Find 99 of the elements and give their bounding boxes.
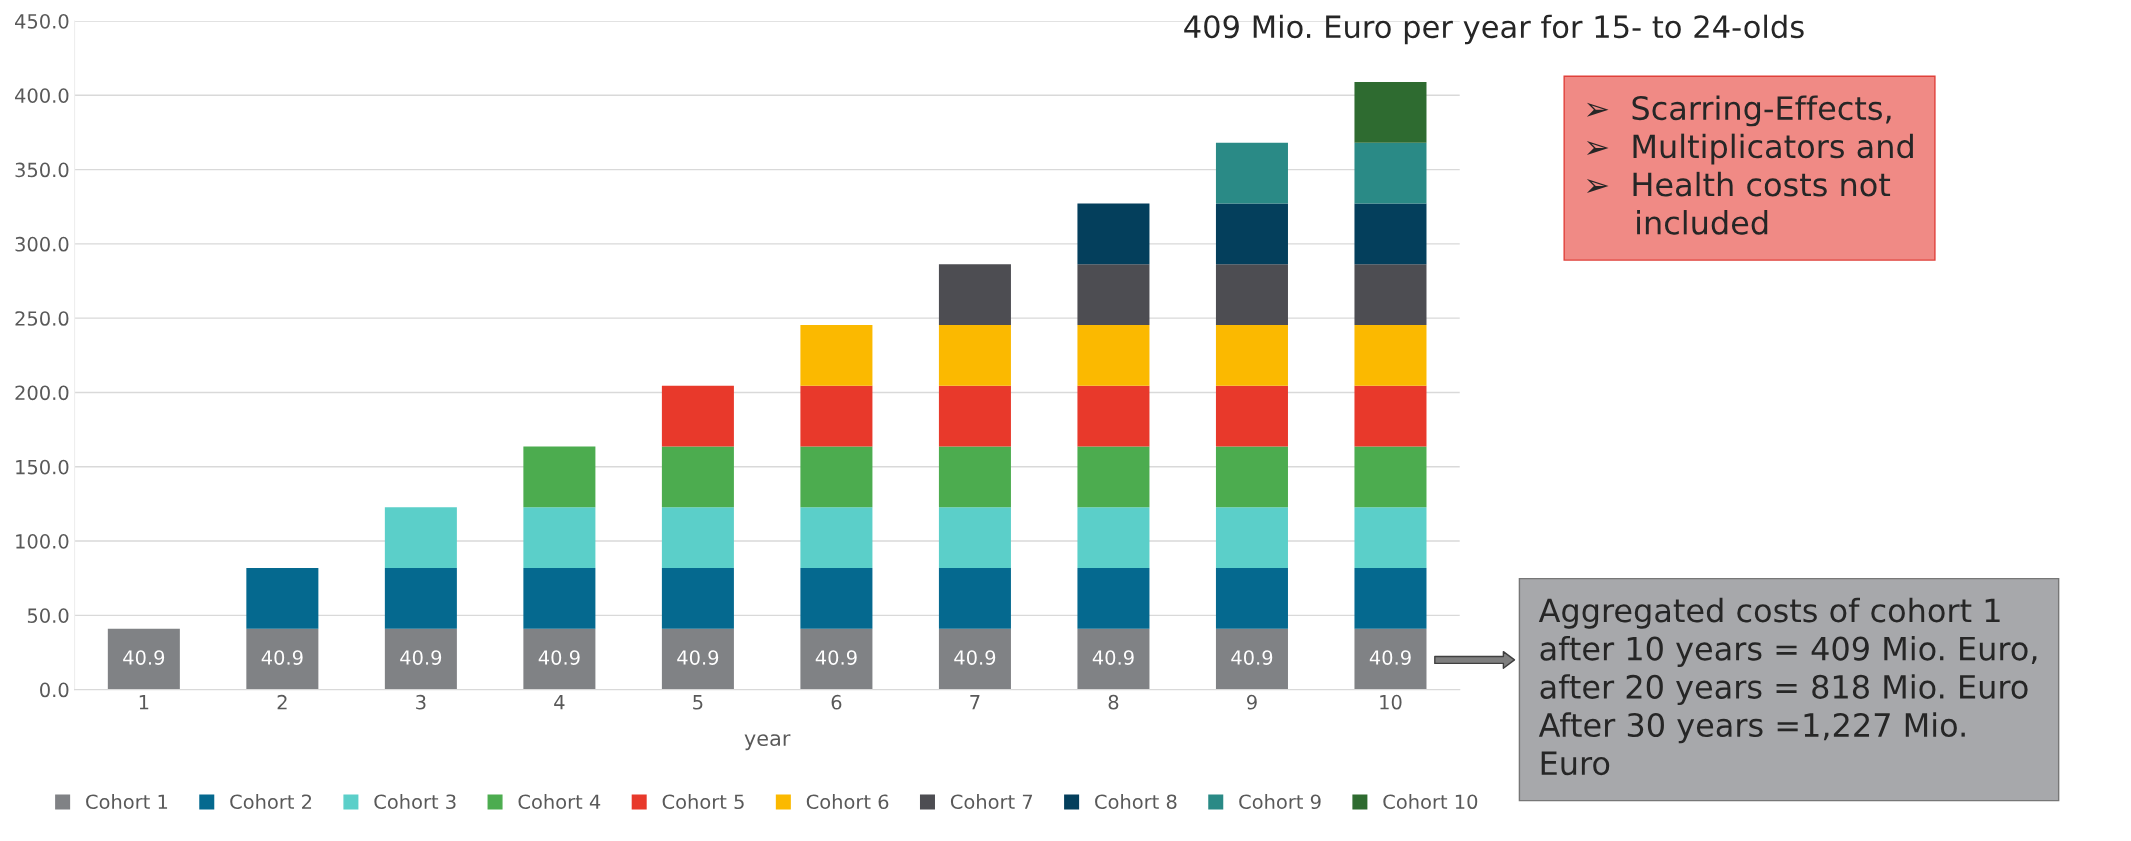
x-tick-label: 7 <box>970 695 980 710</box>
bar <box>523 507 596 569</box>
bar <box>661 385 734 447</box>
data-label: 40.9 <box>1092 650 1134 665</box>
bar <box>1077 507 1150 569</box>
legend-label: Cohort 8 <box>1095 794 1177 810</box>
bar <box>938 385 1011 447</box>
bar <box>1354 81 1427 143</box>
y-tick-label: 0.0 <box>40 682 69 698</box>
bar <box>1354 446 1427 508</box>
bar <box>384 507 457 569</box>
bar <box>938 446 1011 508</box>
bar <box>800 385 873 447</box>
bar <box>1077 385 1150 447</box>
x-tick-label: 3 <box>416 694 426 710</box>
y-tick-label: 100.0 <box>16 534 69 549</box>
text: Aggregated costs of cohort 1 after 10 years = 409 Mio. Euro, after 20 years = 818 Mio. Euro After 30 years =1,227 Mio. Euro <box>1538 597 2037 776</box>
bar <box>1354 264 1427 326</box>
bar <box>246 568 319 629</box>
data-label: 40.9 <box>815 650 857 665</box>
bar <box>800 446 873 508</box>
x-tick-label: 6 <box>831 694 842 710</box>
bar <box>1354 142 1427 204</box>
bar <box>1215 203 1288 265</box>
bar <box>1354 325 1427 386</box>
bar <box>800 628 873 690</box>
bar <box>1077 628 1150 690</box>
bar <box>1215 385 1288 447</box>
bar <box>1077 325 1150 386</box>
y-tick-label: 150.0 <box>16 459 69 475</box>
y-tick-label: 450.0 <box>15 13 69 29</box>
legend-label: Cohort 5 <box>662 794 744 810</box>
data-label: 40.9 <box>538 650 580 665</box>
bar <box>1215 628 1288 690</box>
bar <box>661 446 734 508</box>
bar <box>661 568 734 629</box>
data-label: 40.9 <box>954 650 996 665</box>
x-tick-label: 10 <box>1380 694 1402 710</box>
x-tick-label: 2 <box>277 694 287 710</box>
y-tick-label: 350.0 <box>15 162 69 178</box>
bar <box>1215 325 1288 386</box>
x-tick-label: 9 <box>1247 694 1257 710</box>
bar <box>1354 507 1427 569</box>
bar <box>1215 507 1288 569</box>
bar <box>523 568 596 629</box>
bar <box>938 507 1011 569</box>
data-label: 40.9 <box>400 650 442 665</box>
bar <box>800 325 873 386</box>
x-tick-label: 8 <box>1108 694 1119 710</box>
bar <box>1077 264 1150 326</box>
data-label: 40.9 <box>261 650 303 665</box>
y-tick-label: 300.0 <box>15 236 69 252</box>
y-tick-label: 200.0 <box>15 385 69 401</box>
bar <box>1354 203 1427 265</box>
y-tick-label: 50.0 <box>27 608 69 623</box>
x-tick-label: 1 <box>139 695 149 710</box>
bar <box>1077 203 1150 265</box>
bar <box>938 264 1011 326</box>
x-tick-label: 5 <box>693 695 703 710</box>
legend-label: Cohort 10 <box>1383 794 1478 810</box>
bar <box>1215 446 1288 508</box>
y-tick-label: 250.0 <box>15 311 69 326</box>
bar <box>800 568 873 629</box>
data-label: 40.9 <box>1369 650 1411 665</box>
bar <box>384 568 457 629</box>
bar <box>800 507 873 569</box>
bar <box>107 628 180 690</box>
bar <box>523 628 596 690</box>
legend-label: Cohort 4 <box>518 794 601 810</box>
legend-label: Cohort 3 <box>374 794 456 810</box>
text: ➢ Scarring-Effects, ➢ Multiplicators and ➢ Health costs not included <box>1586 95 1913 235</box>
bar <box>384 628 457 690</box>
bar <box>1215 568 1288 629</box>
bar <box>1077 446 1150 508</box>
x-tick-label: 4 <box>554 695 565 710</box>
data-label: 40.9 <box>677 650 719 665</box>
bar <box>661 507 734 569</box>
bar <box>661 628 734 690</box>
bar <box>1215 264 1288 326</box>
bar <box>1077 568 1150 629</box>
bar <box>938 568 1011 629</box>
legend-label: Cohort 9 <box>1239 794 1321 810</box>
bar <box>523 446 596 508</box>
bar <box>1354 628 1427 690</box>
x-axis-title: year <box>744 734 791 751</box>
data-label: 40.9 <box>123 650 165 665</box>
legend-label: Cohort 2 <box>230 794 312 810</box>
bar <box>246 628 319 690</box>
bar <box>1354 385 1427 447</box>
chart-title: 409 Mio. Euro per year for 15- to 24-olds <box>1184 14 1804 45</box>
y-tick-label: 400.0 <box>15 88 69 103</box>
legend-label: Cohort 1 <box>86 794 168 810</box>
bar <box>1354 568 1427 629</box>
bar <box>938 628 1011 690</box>
legend-label: Cohort 6 <box>806 794 889 810</box>
data-label: 40.9 <box>1231 650 1273 665</box>
bar <box>1215 142 1288 204</box>
legend-label: Cohort 7 <box>950 794 1033 810</box>
bar <box>938 325 1011 386</box>
